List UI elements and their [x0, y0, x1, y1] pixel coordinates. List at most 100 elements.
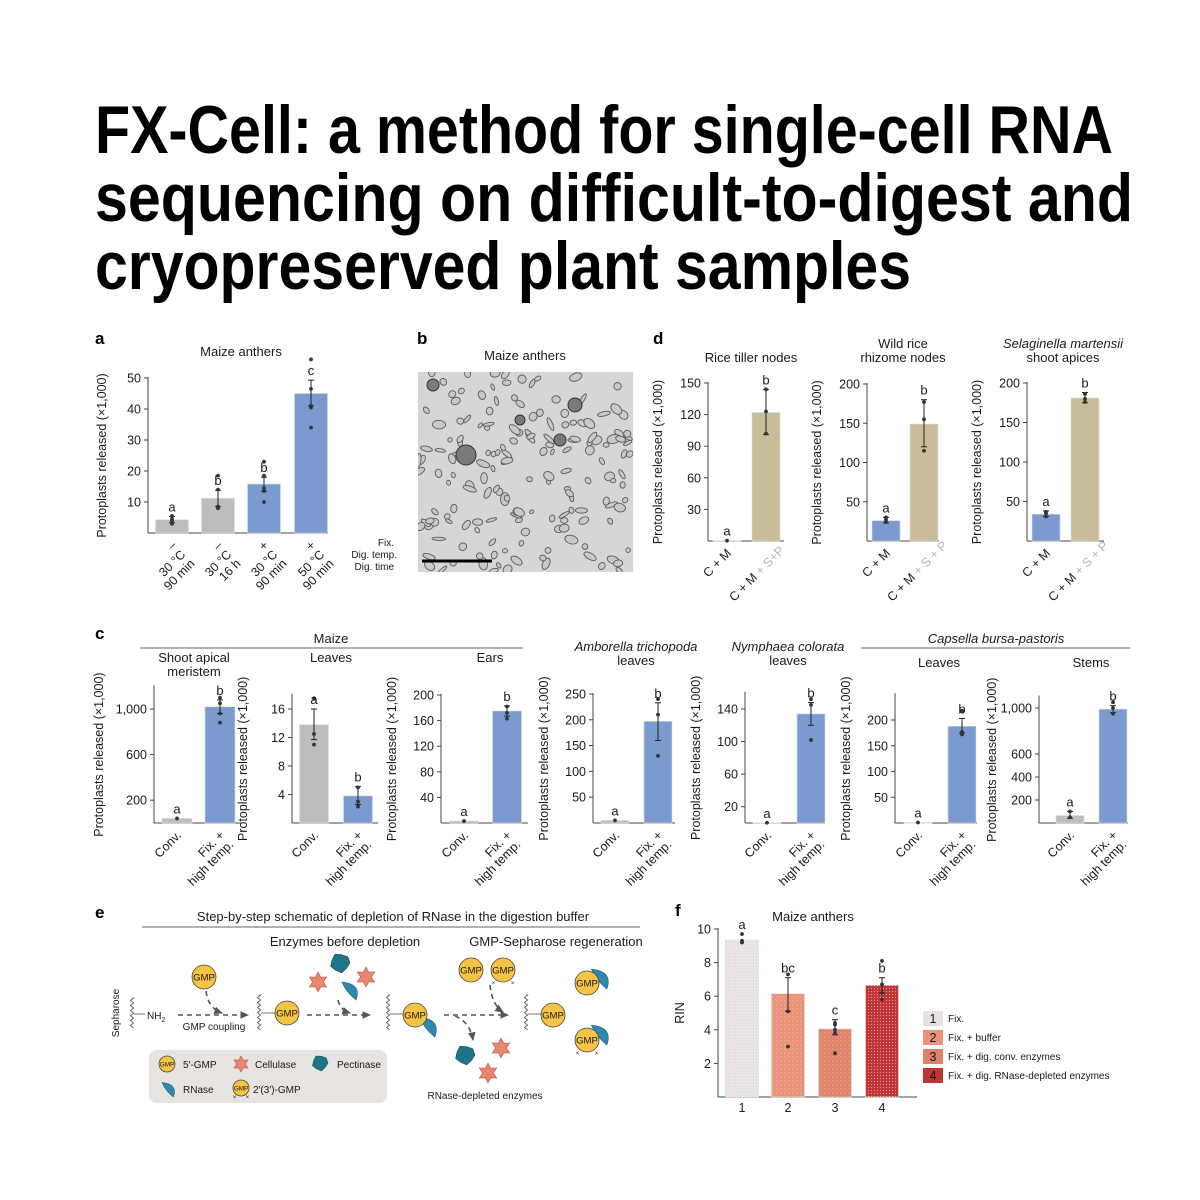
data-point	[613, 818, 617, 823]
cell	[450, 396, 461, 406]
gmp-icon-label: GMP	[234, 1085, 249, 1092]
data-point	[833, 1051, 837, 1056]
cell	[490, 383, 496, 391]
bar	[1031, 513, 1061, 542]
cell	[604, 501, 618, 509]
significance-letter: b	[214, 473, 221, 488]
x-tick-label: Conv.	[289, 828, 321, 860]
panel-label-e: e	[95, 903, 104, 922]
cell	[613, 502, 626, 513]
cell	[560, 517, 569, 524]
y-tick-label: 4	[704, 1023, 711, 1037]
data-point	[1083, 396, 1087, 401]
data-point	[170, 521, 174, 526]
y-tick-label: 20	[724, 800, 738, 814]
x-tick-label: C + M + S + P	[884, 539, 950, 605]
cell	[578, 516, 590, 525]
schematic-heading: Step-by-step schematic of depletion of R…	[197, 909, 590, 924]
dashed-arrow-icon	[489, 984, 504, 1013]
cell	[546, 417, 555, 431]
y-tick-label: 8	[278, 760, 285, 774]
data-point	[312, 696, 316, 701]
cell	[457, 387, 465, 395]
x-tick-label-suffix: + S+P	[750, 543, 787, 580]
data-point	[216, 473, 220, 478]
cell	[501, 548, 508, 554]
data-point	[786, 972, 790, 977]
cell	[418, 467, 426, 477]
y-tick-label: 150	[565, 739, 586, 753]
nh2-label: NH2	[147, 1011, 165, 1024]
y-tick-label: 50	[874, 791, 888, 805]
rnase-icon	[341, 981, 358, 1001]
x-tick-label-group: C + M	[700, 546, 734, 580]
gmp-icon	[158, 1055, 176, 1073]
y-tick-label: 50	[127, 372, 141, 386]
bar	[1098, 708, 1128, 824]
legend-5gmp: 5′-GMP	[183, 1060, 217, 1071]
cell	[615, 435, 627, 443]
dashed-arrow-icon	[337, 999, 351, 1015]
significance-letter: a	[882, 500, 890, 515]
cell	[528, 411, 538, 422]
x-tick-label-group: Fix. +high temp.	[623, 828, 674, 888]
cell	[514, 517, 523, 524]
x-tick-label-group: +50 °C90 min	[295, 538, 336, 593]
cell	[565, 489, 574, 498]
cell	[587, 431, 598, 444]
cell	[623, 429, 632, 438]
legend-swatch	[923, 1049, 943, 1064]
sepharose-bead-icon	[256, 994, 262, 1031]
cell	[610, 403, 623, 415]
data-point	[880, 990, 884, 995]
data-point	[262, 473, 266, 478]
y-tick-label: 80	[420, 765, 434, 779]
cell	[517, 374, 527, 384]
cell	[490, 550, 498, 560]
chart-title: Shoot apical	[158, 650, 230, 665]
chart-title: Nymphaea colorata	[732, 639, 845, 654]
cell	[450, 471, 456, 479]
x-tick-label: Conv.	[439, 828, 471, 860]
y-tick-label: 90	[687, 440, 701, 454]
legend-cellulase: Cellulase	[255, 1060, 297, 1071]
data-point	[809, 703, 813, 707]
data-point	[833, 1031, 837, 1036]
chart-title: Rice tiller nodes	[705, 350, 798, 365]
significance-letter: a	[1042, 494, 1050, 509]
cell	[434, 448, 446, 453]
x-tick-label: 4	[879, 1101, 886, 1115]
y-axis-label: Protoplasts released (×1,000)	[385, 677, 399, 841]
data-point	[833, 1021, 837, 1025]
group-header-capsella: Capsella bursa-pastoris	[928, 631, 1065, 646]
y-tick-label: 6	[704, 990, 711, 1004]
y-tick-label: 100	[565, 765, 586, 779]
cell	[528, 509, 535, 515]
cell	[620, 449, 628, 459]
data-point	[786, 1044, 790, 1049]
cell	[543, 433, 555, 444]
cell	[428, 372, 436, 378]
legend-swatch-number: 2	[930, 1031, 937, 1045]
row-label-dig-temp: Dig. temp.	[351, 550, 397, 561]
panel-label-f: f	[675, 901, 681, 920]
bar-texture	[725, 939, 759, 1097]
legend-pectinase: Pectinase	[337, 1060, 381, 1071]
cell	[526, 476, 533, 483]
title-line-1: FX-Cell: a method for single-cell RNA	[95, 92, 1113, 168]
data-point	[960, 729, 964, 734]
data-point	[884, 515, 888, 520]
x-tick-label-group: Fix. +high temp.	[1078, 828, 1129, 888]
y-axis-label: Protoplasts released (×1,000)	[651, 380, 665, 544]
data-point	[1083, 392, 1087, 396]
sepharose-bead-icon	[523, 994, 529, 1031]
chart-title: Leaves	[310, 650, 352, 665]
cell	[560, 467, 572, 474]
legend-label: Fix.	[948, 1014, 964, 1025]
data-point	[765, 820, 769, 825]
y-tick-label: 600	[126, 748, 147, 762]
significance-letter: c	[308, 363, 315, 378]
y-tick-label: 100	[839, 456, 860, 470]
x-tick-label-group: Fix. +high temp.	[472, 828, 523, 888]
cell	[598, 457, 605, 465]
